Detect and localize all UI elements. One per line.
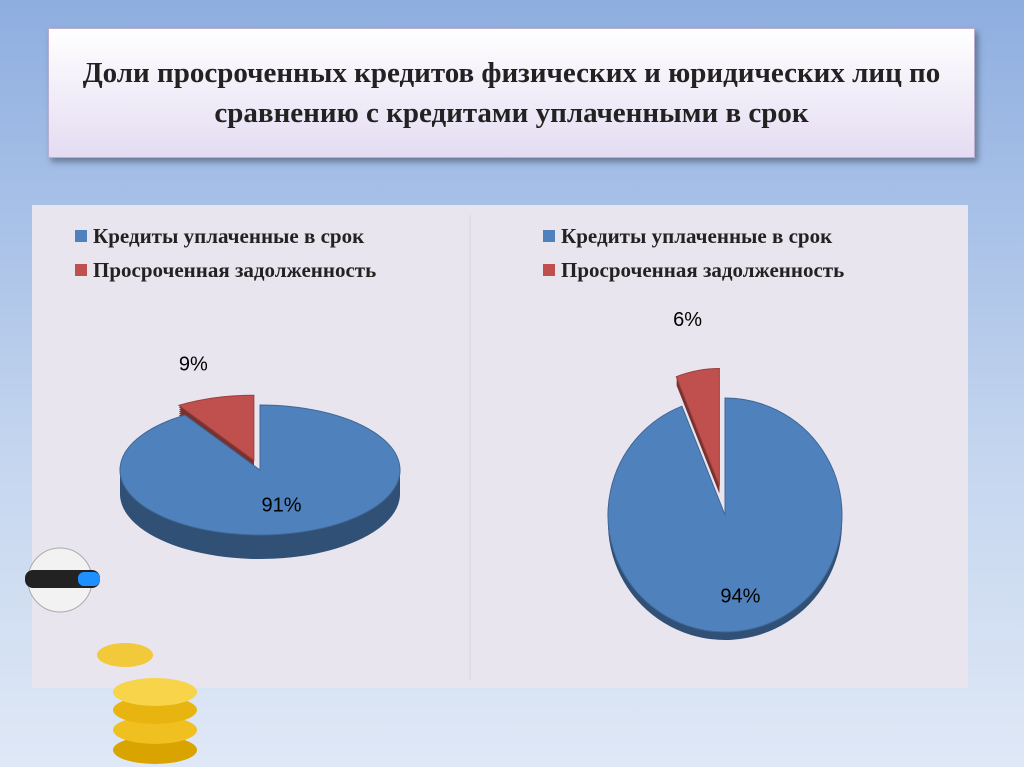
slice — [119, 404, 401, 536]
data-label: 94% — [720, 585, 760, 607]
legend-label: Просроченная задолженность — [93, 258, 376, 282]
slice — [675, 368, 720, 486]
data-label: 91% — [261, 494, 301, 516]
legend-label: Кредиты уплаченные в срок — [93, 224, 365, 248]
data-label: 6% — [673, 309, 702, 331]
legend-label: Просроченная задолженность — [561, 258, 844, 282]
legend-swatch — [75, 264, 87, 276]
slice — [177, 394, 255, 462]
slice — [607, 397, 843, 633]
legend-swatch — [543, 230, 555, 242]
legend-swatch — [75, 230, 87, 242]
slide-title: Доли просроченных кредитов физических и … — [48, 28, 975, 158]
legend-swatch — [543, 264, 555, 276]
coins — [25, 547, 197, 764]
legend-label: Кредиты уплаченные в срок — [561, 224, 833, 248]
data-label: 9% — [179, 353, 208, 375]
